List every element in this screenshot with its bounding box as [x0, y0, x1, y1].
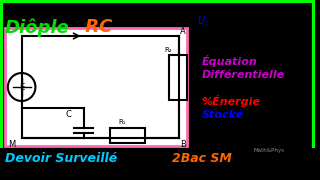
- Text: C: C: [66, 110, 72, 119]
- Text: 2Bac SM: 2Bac SM: [172, 152, 232, 165]
- FancyBboxPatch shape: [169, 55, 187, 100]
- Text: E: E: [19, 82, 24, 91]
- Text: A: A: [180, 27, 186, 36]
- FancyBboxPatch shape: [110, 128, 145, 143]
- Text: RC: RC: [79, 18, 112, 36]
- Text: Stocké: Stocké: [202, 110, 244, 120]
- Text: $U_c$: $U_c$: [197, 14, 210, 28]
- Text: Équation: Équation: [202, 55, 258, 67]
- Text: Math&Phys: Math&Phys: [254, 148, 285, 153]
- Text: $= E\left(1 - e^{-\frac{t}{(R_1+R_2)C}}\right)$: $= E\left(1 - e^{-\frac{t}{(R_1+R_2)C}}\…: [217, 14, 299, 30]
- Text: R₁: R₁: [118, 119, 126, 125]
- Text: Devoir Surveillé: Devoir Surveillé: [5, 152, 117, 165]
- FancyBboxPatch shape: [5, 28, 187, 146]
- Text: %Énergie: %Énergie: [202, 95, 261, 107]
- Text: Diôple: Diôple: [5, 18, 70, 37]
- Text: M: M: [8, 140, 15, 149]
- Circle shape: [8, 73, 36, 101]
- FancyBboxPatch shape: [0, 148, 315, 180]
- Text: Différentielle: Différentielle: [202, 70, 285, 80]
- Text: R₂: R₂: [164, 47, 172, 53]
- Text: B: B: [180, 140, 186, 149]
